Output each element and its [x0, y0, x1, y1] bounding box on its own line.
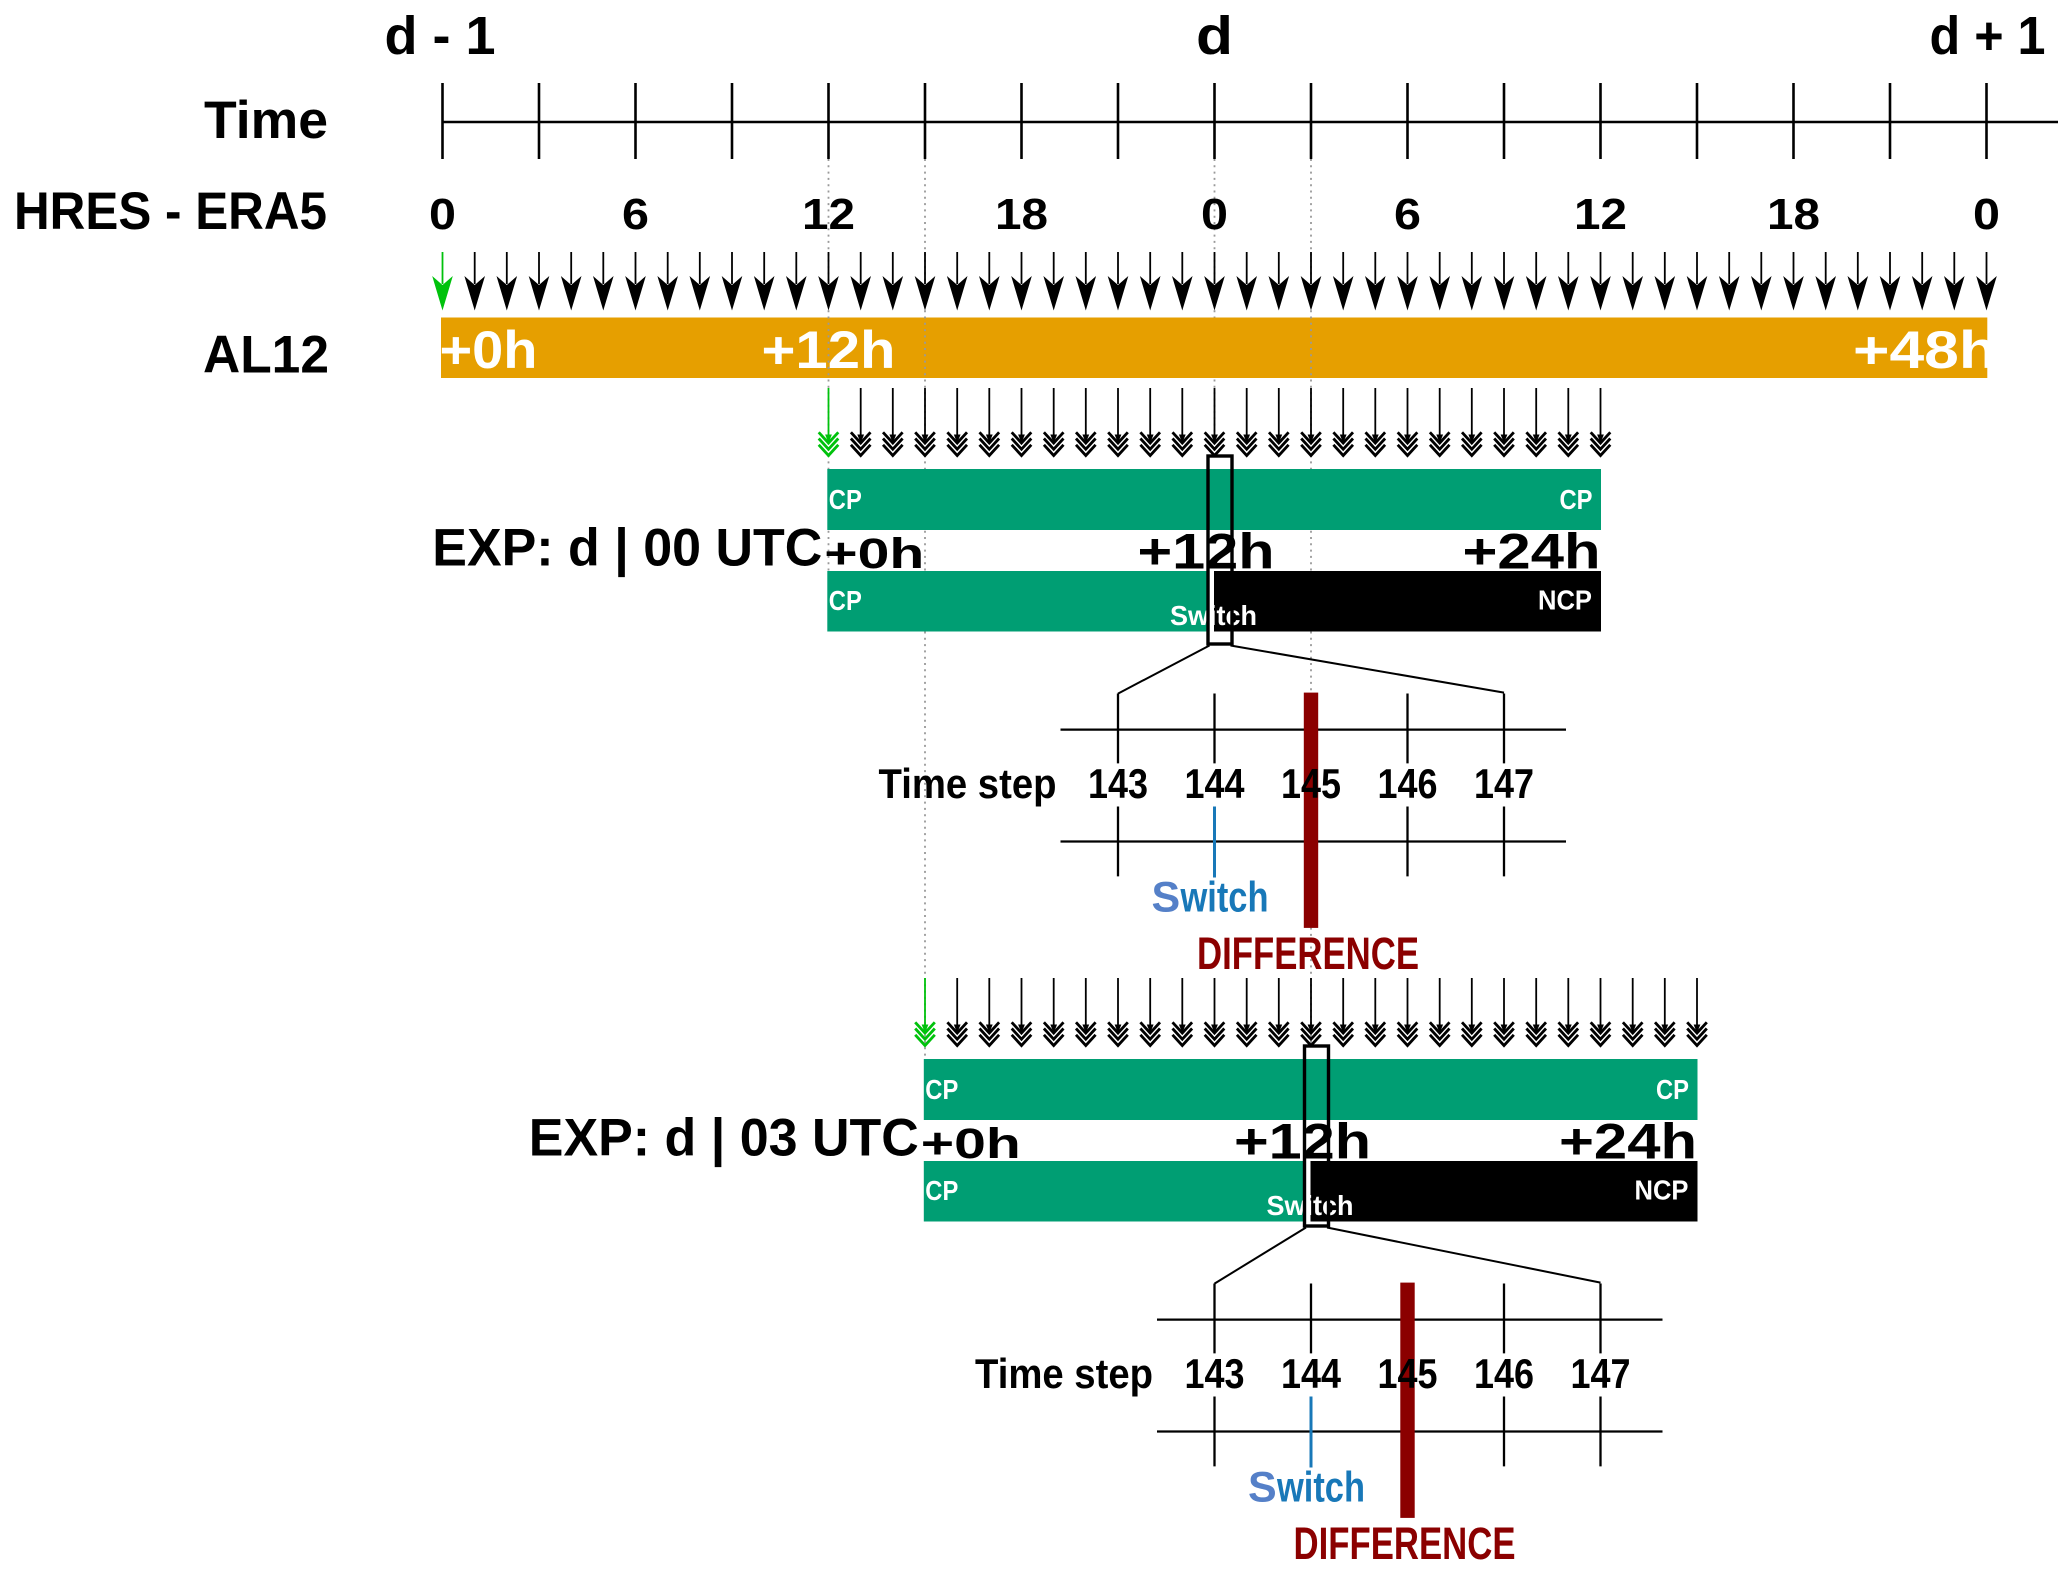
svg-text:+0h: +0h [440, 321, 538, 380]
svg-text:143: 143 [1185, 1350, 1245, 1397]
svg-text:CP: CP [829, 484, 862, 515]
svg-text:143: 143 [1088, 760, 1148, 807]
svg-text:CP: CP [925, 1074, 958, 1105]
svg-text:Time step: Time step [879, 760, 1057, 807]
svg-text:DIFFERENCE: DIFFERENCE [1197, 928, 1419, 979]
svg-text:+12h: +12h [1234, 1114, 1371, 1170]
svg-text:12: 12 [802, 190, 855, 239]
svg-text:CP: CP [829, 585, 862, 616]
svg-text:S: S [1152, 874, 1181, 922]
svg-text:+24h: +24h [1463, 524, 1601, 580]
svg-text:6: 6 [622, 190, 649, 239]
svg-text:18: 18 [1767, 190, 1820, 239]
svg-text:NCP: NCP [1538, 585, 1592, 616]
svg-text:witch: witch [1180, 874, 1269, 922]
svg-text:12: 12 [1574, 190, 1627, 239]
svg-text:146: 146 [1378, 760, 1438, 807]
svg-text:+0h: +0h [824, 530, 924, 578]
svg-text:146: 146 [1474, 1350, 1534, 1397]
svg-text:d - 1: d - 1 [385, 6, 496, 66]
svg-text:145: 145 [1281, 760, 1341, 807]
svg-text:6: 6 [1394, 190, 1421, 239]
svg-text:Time: Time [204, 91, 328, 150]
svg-text:147: 147 [1474, 760, 1534, 807]
svg-text:145: 145 [1378, 1350, 1438, 1397]
svg-text:d + 1: d + 1 [1930, 6, 2046, 66]
svg-text:Switch: Switch [1170, 600, 1257, 631]
svg-text:+48h: +48h [1853, 321, 1997, 380]
svg-text:144: 144 [1281, 1350, 1342, 1397]
svg-text:Switch: Switch [1267, 1190, 1354, 1221]
svg-text:EXP: d | 03 UTC: EXP: d | 03 UTC [529, 1109, 919, 1169]
svg-text:NCP: NCP [1635, 1175, 1689, 1206]
svg-text:S: S [1248, 1464, 1277, 1512]
svg-text:witch: witch [1276, 1464, 1365, 1512]
svg-text:Time step: Time step [975, 1350, 1153, 1397]
svg-text:0: 0 [1201, 190, 1228, 239]
svg-text:AL12: AL12 [203, 326, 329, 385]
svg-text:+0h: +0h [921, 1120, 1021, 1168]
svg-text:CP: CP [1560, 484, 1593, 515]
svg-text:EXP: d | 00 UTC: EXP: d | 00 UTC [432, 519, 822, 579]
svg-text:HRES - ERA5: HRES - ERA5 [14, 182, 327, 241]
svg-text:d: d [1196, 6, 1233, 66]
svg-text:+24h: +24h [1559, 1114, 1697, 1170]
svg-text:147: 147 [1571, 1350, 1631, 1397]
svg-text:0: 0 [429, 190, 456, 239]
svg-text:CP: CP [925, 1175, 958, 1206]
svg-text:CP: CP [1656, 1074, 1689, 1105]
svg-text:DIFFERENCE: DIFFERENCE [1294, 1518, 1516, 1569]
svg-text:+12h: +12h [1138, 524, 1275, 580]
svg-text:18: 18 [995, 190, 1048, 239]
svg-text:0: 0 [1973, 190, 2000, 239]
svg-text:144: 144 [1185, 760, 1246, 807]
